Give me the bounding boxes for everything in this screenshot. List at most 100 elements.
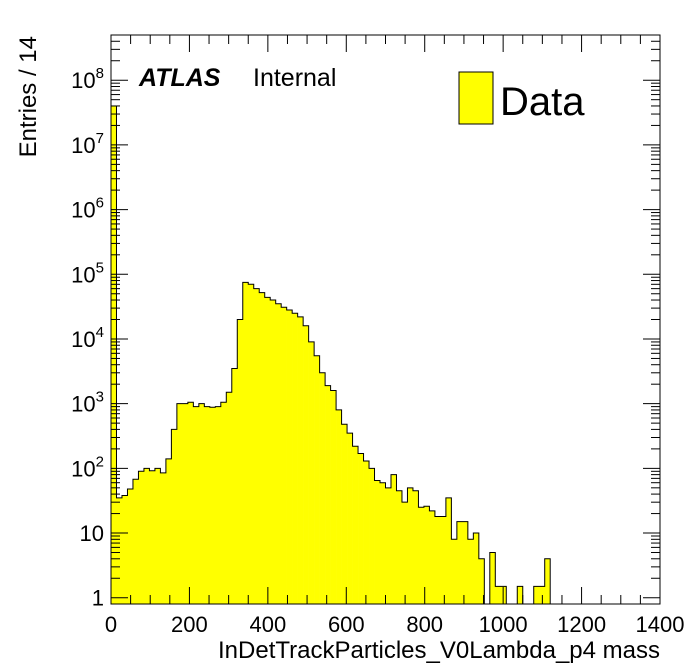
histogram-bar [297,316,304,604]
y-tick-label: 107 [71,130,104,158]
histogram-bar [314,355,320,604]
histogram-bar [385,487,392,604]
histogram-bar [347,433,353,604]
histogram-bar [544,558,551,604]
histogram-bar [478,558,485,604]
histogram-bar [390,474,397,604]
histogram-bar [209,407,216,604]
y-tick-label: 108 [71,65,104,93]
histogram-bar [121,495,128,604]
histogram-bar [440,516,447,604]
histogram-bar [489,552,496,604]
histogram-bar [369,468,375,604]
histogram-bar [445,497,452,604]
histogram-bar [380,482,386,604]
histogram-bar [358,453,364,604]
histogram-bar [407,487,414,604]
x-tick-label: 1000 [479,612,528,637]
histogram-bar [374,480,381,604]
x-tick-label: 600 [328,612,365,637]
histogram-bar [336,409,342,604]
y-tick-label: 10 [80,521,104,546]
histogram-bar [533,586,540,604]
histogram-bar [281,307,287,604]
histogram-bar [500,586,507,604]
histogram-bar [149,470,156,604]
histogram-bar [226,392,233,604]
histogram-bar [154,468,161,604]
histogram-bar [429,510,436,604]
atlas-label: ATLAS [138,64,221,92]
internal-label: Internal [253,64,336,92]
histogram-bar [127,488,134,604]
histogram-bar [434,516,441,604]
histogram-bar [325,385,331,604]
histogram-bar [253,288,260,604]
histogram-bar [418,507,425,604]
x-tick-label: 400 [250,612,287,637]
y-tick-labels: 1 10 102 103 104 105 106 107 108 [71,65,104,611]
histogram-bars [110,105,551,605]
histogram-bar [182,403,189,604]
histogram-bar [467,539,474,604]
histogram-bar [270,300,276,604]
x-axis-title: InDetTrackParticles_V0Lambda_p4 mass [218,637,660,664]
histogram-bar [231,368,238,604]
y-tick-label: 104 [71,324,104,352]
histogram-outline [110,105,551,605]
histogram-bar [116,497,123,604]
x-tick-label: 800 [406,612,443,637]
y-tick-label: 102 [71,453,104,481]
y-tick-label: 105 [71,259,104,287]
histogram-bar [286,310,293,604]
legend-label: Data [500,80,585,124]
histogram-bar [165,458,172,604]
histogram-bar [193,406,200,604]
histogram-bar [423,506,430,604]
histogram-bar [242,282,249,604]
histogram-bar [111,105,117,605]
y-axis-title: Entries / 14 [15,36,42,157]
legend-swatch [458,71,494,125]
histogram-bar [198,403,205,604]
histogram-bar [259,292,266,604]
histogram-bar [237,319,244,604]
histogram-bar [204,406,211,604]
histogram-bar [473,533,480,604]
x-tick-label: 200 [171,612,208,637]
histogram-bar [176,403,183,604]
x-tick-labels: 0 200 400 600 800 1000 1200 1400 [105,612,685,637]
histogram-bar [456,521,463,604]
histogram-bar [248,284,255,604]
histogram-bar [319,372,326,604]
y-tick-label: 1 [92,586,104,611]
histogram-bar [220,402,227,604]
histogram-bar [517,586,524,604]
histogram-bar [143,468,150,604]
histogram-bar [292,313,298,604]
histogram-bar [396,490,403,604]
histogram-bar [160,472,167,604]
histogram-bar [215,406,222,604]
histogram-bar [303,325,309,604]
histogram-bar [187,402,194,604]
histogram-bar [132,479,139,604]
histogram-bar [341,424,348,604]
axis-ticks [110,34,661,604]
histogram-bar [308,341,315,604]
histogram-bar [495,586,502,604]
histogram-bar [352,446,359,604]
histogram-bar [275,303,282,604]
x-tick-label: 0 [105,612,117,637]
y-tick-label: 103 [71,389,104,417]
histogram-bar [138,471,145,604]
histogram-bar [171,429,178,604]
histogram-bar [462,521,469,604]
histogram-bar [363,460,370,604]
x-tick-label: 1200 [557,612,606,637]
y-tick-label: 106 [71,195,104,223]
histogram-bar [451,539,458,604]
histogram-bar [412,490,419,604]
histogram-bar [264,297,271,604]
